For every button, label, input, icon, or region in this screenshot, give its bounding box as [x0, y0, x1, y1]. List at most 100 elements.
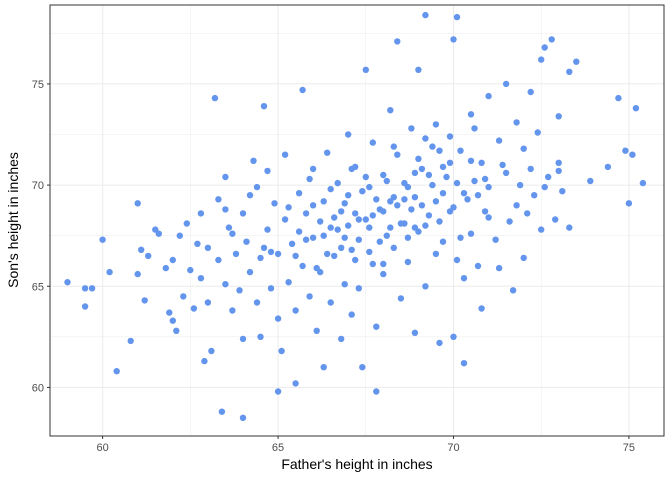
data-point: [218, 408, 226, 415]
data-point: [485, 92, 492, 100]
data-point: [313, 327, 320, 334]
data-point: [345, 192, 352, 199]
data-point: [295, 228, 303, 235]
data-point: [404, 234, 412, 241]
x-axis-title: Father's height in inches: [281, 456, 432, 472]
data-point: [127, 337, 134, 345]
data-point: [359, 364, 366, 371]
data-point: [362, 173, 369, 181]
data-point: [141, 297, 148, 304]
data-point: [225, 224, 233, 231]
data-point: [359, 188, 366, 195]
data-point: [369, 139, 376, 146]
data-point: [439, 163, 447, 171]
data-point: [429, 181, 436, 189]
data-point: [460, 190, 468, 197]
data-point: [155, 230, 162, 237]
x-axis-ticks: 60 65 70 75: [97, 436, 635, 454]
data-point: [552, 216, 559, 223]
data-point: [194, 240, 201, 247]
data-point: [138, 246, 145, 253]
data-point: [373, 388, 380, 395]
data-point: [566, 68, 573, 76]
data-point: [432, 198, 440, 205]
data-point: [485, 214, 492, 221]
data-point: [439, 190, 447, 197]
data-point: [394, 202, 401, 209]
data-point: [524, 210, 531, 217]
data-point: [422, 222, 429, 229]
data-point: [534, 129, 541, 136]
data-point: [548, 36, 555, 43]
data-point: [622, 147, 629, 154]
data-point: [366, 183, 373, 191]
data-point: [513, 119, 520, 126]
data-point: [306, 175, 313, 183]
data-point: [520, 254, 527, 262]
data-point: [309, 165, 317, 173]
data-point: [404, 183, 412, 191]
data-point: [446, 159, 454, 166]
data-point: [394, 151, 401, 158]
x-tick-label: 60: [97, 442, 109, 454]
data-point: [383, 177, 390, 185]
data-point: [411, 329, 419, 336]
data-point: [555, 167, 562, 175]
data-point: [229, 230, 236, 237]
data-point: [513, 202, 520, 209]
data-point: [173, 327, 180, 334]
data-point: [629, 151, 636, 158]
data-point: [274, 315, 282, 322]
data-point: [299, 262, 306, 270]
data-point: [516, 181, 524, 189]
data-point: [555, 159, 562, 166]
data-point: [331, 252, 338, 260]
data-point: [453, 256, 461, 264]
data-point: [369, 260, 376, 268]
data-point: [169, 317, 176, 324]
data-point: [401, 196, 408, 203]
data-point: [520, 145, 527, 152]
data-point: [604, 163, 612, 171]
data-point: [81, 303, 89, 310]
data-point: [292, 380, 299, 387]
data-point: [527, 88, 534, 96]
data-point: [215, 256, 222, 264]
data-point: [499, 161, 506, 169]
data-point: [285, 279, 292, 286]
data-point: [327, 224, 334, 231]
data-point: [390, 244, 397, 251]
data-point: [317, 218, 324, 225]
data-point: [292, 307, 299, 314]
data-point: [215, 196, 222, 203]
data-point: [334, 226, 341, 233]
data-point: [566, 224, 573, 231]
data-point: [355, 236, 362, 243]
data-point: [341, 200, 348, 207]
data-point: [615, 94, 622, 102]
data-point: [278, 347, 285, 355]
data-point: [285, 204, 292, 211]
data-point: [446, 208, 454, 215]
data-point: [257, 254, 264, 262]
data-point: [299, 86, 306, 94]
data-point: [246, 268, 254, 276]
data-point: [478, 159, 485, 166]
data-point: [541, 44, 548, 51]
data-point: [64, 279, 71, 286]
data-point: [222, 281, 229, 288]
data-point: [204, 244, 212, 251]
data-point: [355, 285, 362, 292]
data-point: [422, 11, 429, 19]
data-point: [380, 270, 387, 278]
data-point: [348, 246, 355, 253]
data-point: [320, 198, 327, 205]
data-point: [324, 250, 331, 258]
data-point: [495, 264, 503, 272]
data-point: [292, 252, 299, 260]
data-point: [415, 66, 422, 74]
data-point: [502, 80, 510, 88]
data-point: [418, 202, 426, 209]
data-point: [267, 248, 275, 256]
